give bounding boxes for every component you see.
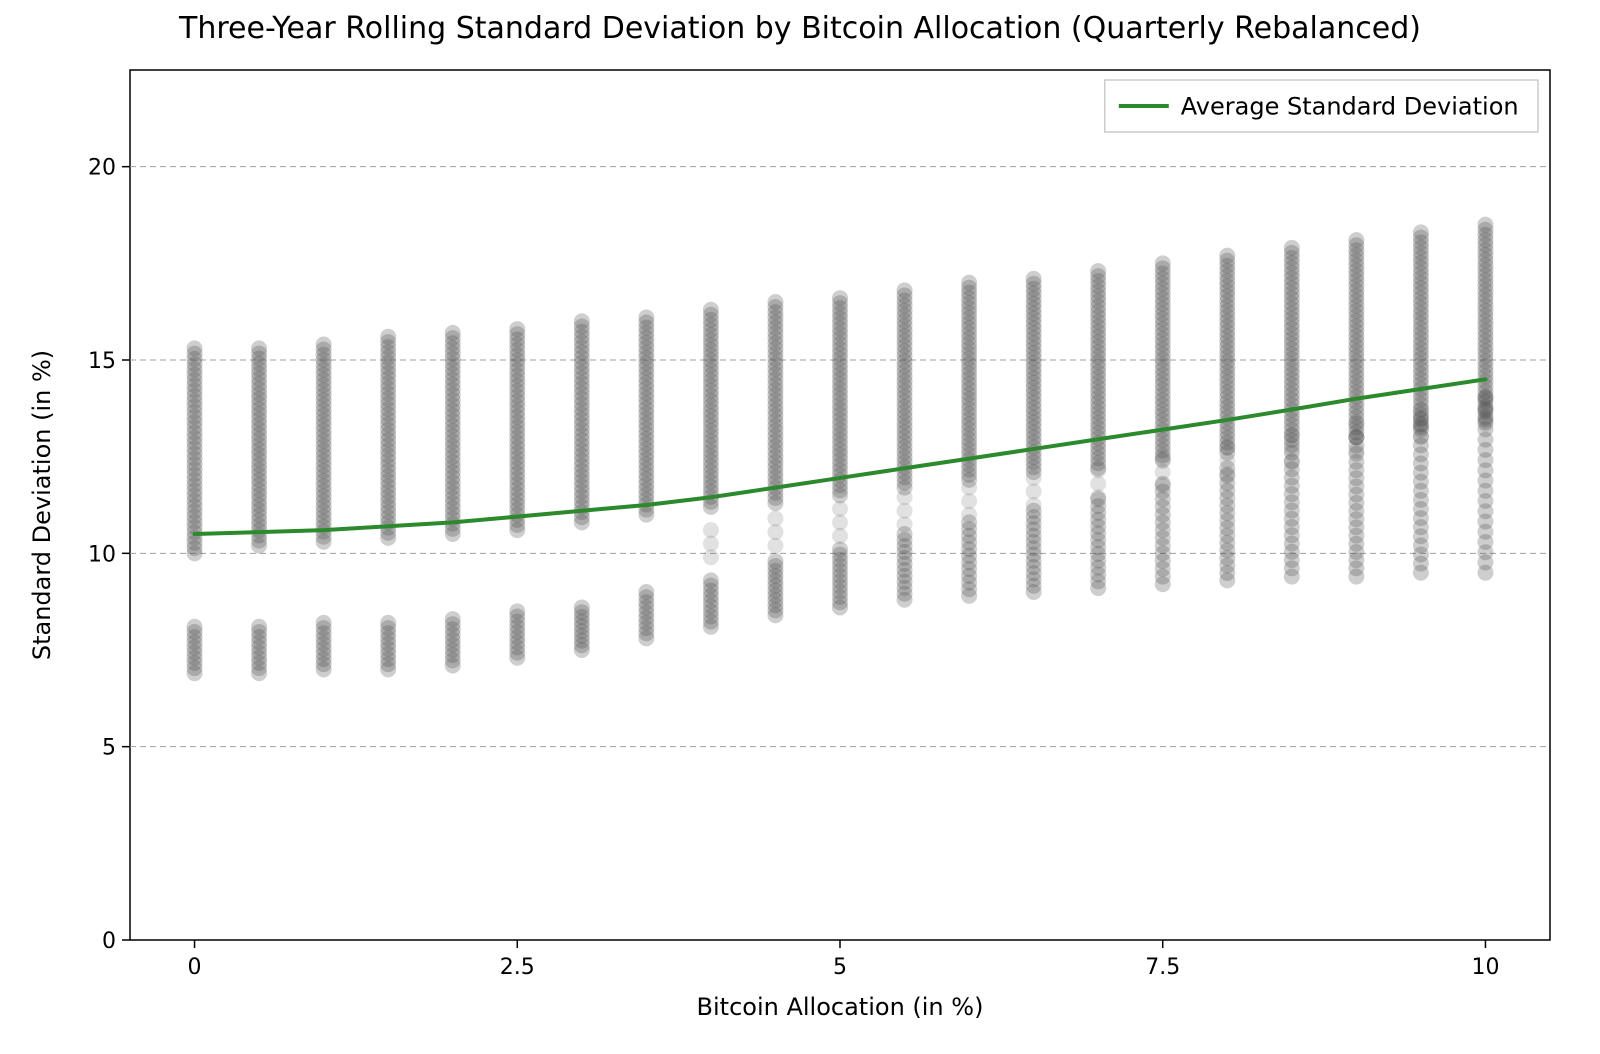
svg-text:7.5: 7.5 <box>1145 955 1180 980</box>
svg-text:5: 5 <box>102 736 116 761</box>
chart-container: Three-Year Rolling Standard Deviation by… <box>0 0 1600 1054</box>
svg-text:5: 5 <box>833 955 847 980</box>
svg-text:0: 0 <box>188 955 202 980</box>
legend-label: Average Standard Deviation <box>1181 92 1519 120</box>
x-axis-label: Bitcoin Allocation (in %) <box>697 993 984 1021</box>
chart-title: Three-Year Rolling Standard Deviation by… <box>178 11 1421 46</box>
y-axis-label: Standard Deviation (in %) <box>28 350 56 660</box>
chart-svg: Three-Year Rolling Standard Deviation by… <box>0 0 1600 1054</box>
svg-text:20: 20 <box>88 156 116 181</box>
svg-text:10: 10 <box>88 542 116 567</box>
svg-text:15: 15 <box>88 349 116 374</box>
svg-text:2.5: 2.5 <box>500 955 535 980</box>
svg-text:10: 10 <box>1471 955 1499 980</box>
svg-text:0: 0 <box>102 929 116 954</box>
legend: Average Standard Deviation <box>1105 80 1538 132</box>
